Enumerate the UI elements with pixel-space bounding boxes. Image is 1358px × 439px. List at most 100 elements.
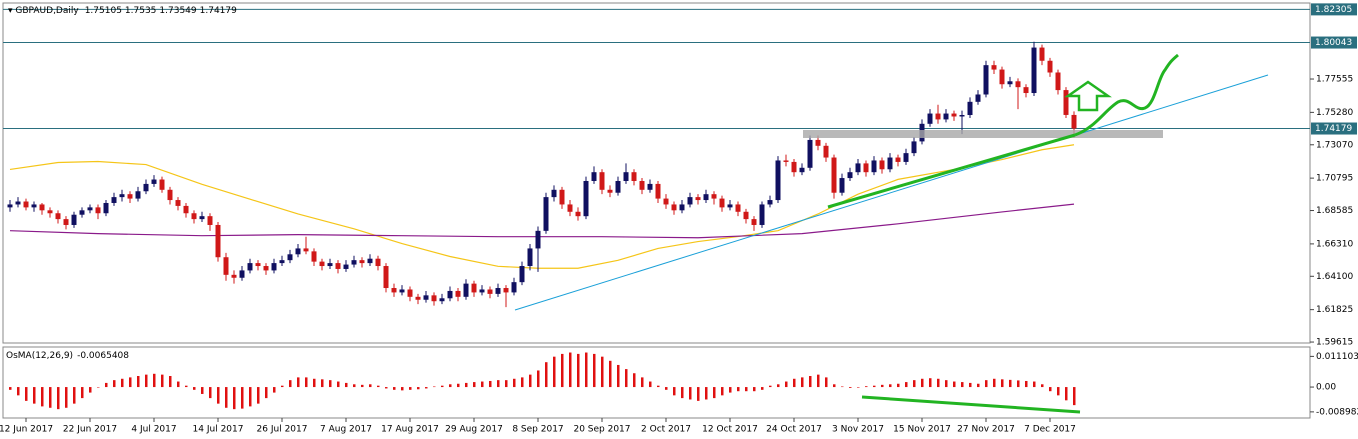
- candle-body: [223, 257, 229, 275]
- candle-body: [271, 263, 277, 271]
- osma-bar: [417, 387, 420, 390]
- osma-bar: [273, 387, 276, 393]
- osma-bar: [441, 385, 444, 388]
- osma-bar: [809, 376, 812, 388]
- candle-body: [31, 204, 37, 208]
- osma-bar: [729, 387, 732, 393]
- candle-body: [495, 288, 501, 294]
- osma-bar: [1049, 387, 1052, 392]
- osma-bar: [385, 387, 388, 389]
- candle-body: [1063, 90, 1069, 115]
- candle-body: [287, 254, 293, 261]
- indicator-tick-label: 0.00: [1316, 383, 1336, 393]
- x-tick-label: 12 Jun 2017: [0, 425, 53, 435]
- osma-bar: [401, 387, 404, 391]
- candle-body: [983, 65, 989, 95]
- osma-bar: [569, 352, 572, 388]
- candle-body: [119, 194, 125, 198]
- indicator-header: OsMA(12,26,9) -0.0065408: [6, 351, 129, 361]
- x-tick-label: 2 Oct 2017: [641, 425, 691, 435]
- osma-bar: [113, 380, 116, 388]
- candle-body: [439, 298, 445, 302]
- x-tick-label: 22 Jun 2017: [63, 425, 117, 435]
- candle-body: [247, 263, 253, 271]
- candle-body: [671, 204, 677, 211]
- osma-bar: [313, 378, 316, 388]
- support-zone: [803, 130, 1163, 138]
- osma-bar: [785, 381, 788, 388]
- candle-body: [623, 172, 629, 181]
- osma-bar: [41, 387, 44, 407]
- candle-body: [575, 211, 581, 217]
- osma-bar: [601, 356, 604, 388]
- x-tick-label: 4 Jul 2017: [131, 425, 176, 435]
- candle-body: [855, 163, 861, 173]
- candle-body: [335, 263, 341, 269]
- candle-body: [703, 194, 709, 201]
- osma-bar: [473, 382, 476, 388]
- osma-bar: [193, 387, 196, 390]
- osma-bar: [521, 377, 524, 388]
- candle-body: [391, 288, 397, 293]
- osma-bar: [73, 387, 76, 404]
- divergence-line: [861, 395, 1081, 414]
- level-box: 1.82305: [1311, 3, 1357, 16]
- osma-bar: [881, 384, 884, 388]
- candle-body: [111, 197, 117, 203]
- osma-bar: [433, 386, 436, 388]
- candle-body: [407, 289, 413, 297]
- y-tick-label: 1.66310: [1316, 239, 1353, 249]
- candle-body: [207, 216, 213, 225]
- candle-body: [943, 113, 949, 120]
- candle-body: [63, 219, 69, 225]
- level-box: 1.74179: [1311, 122, 1357, 135]
- x-tick-label: 15 Nov 2017: [893, 425, 951, 435]
- osma-bar: [393, 387, 396, 390]
- candle-body: [663, 198, 669, 205]
- osma-bar: [297, 377, 300, 388]
- osma-bar: [377, 385, 380, 388]
- candle-body: [503, 288, 509, 293]
- osma-bar: [817, 374, 820, 388]
- candle-body: [655, 183, 661, 199]
- osma-bar: [233, 387, 236, 410]
- indicator-tick-label: -0.008982: [1316, 407, 1358, 417]
- osma-bar: [945, 380, 948, 388]
- candle-body: [847, 172, 853, 179]
- osma-bar: [937, 378, 940, 388]
- osma-bar: [801, 377, 804, 388]
- candle-body: [199, 216, 205, 220]
- candle-body: [143, 183, 149, 192]
- green-trendline: [827, 133, 1076, 209]
- osma-bar: [633, 373, 636, 388]
- osma-bar: [537, 370, 540, 388]
- candle-body: [807, 139, 813, 168]
- osma-bar: [609, 360, 612, 388]
- x-tick-label: 14 Jul 2017: [193, 425, 244, 435]
- osma-bar: [425, 387, 428, 389]
- candle-body: [255, 263, 261, 267]
- candle-body: [879, 160, 885, 170]
- candle-body: [895, 157, 901, 162]
- osma-bar: [369, 384, 372, 388]
- y-tick-label: 1.68585: [1316, 206, 1353, 216]
- candle-body: [551, 189, 557, 198]
- osma-bar: [889, 384, 892, 388]
- osma-bar: [1001, 379, 1004, 388]
- osma-bar: [793, 378, 796, 388]
- candle-body: [959, 115, 965, 117]
- candle-body: [423, 295, 429, 300]
- osma-bar: [929, 378, 932, 388]
- candle-body: [231, 274, 237, 278]
- osma-bar: [137, 376, 140, 388]
- candle-body: [103, 202, 109, 214]
- candle-body: [479, 289, 485, 293]
- x-tick-label: 24 Oct 2017: [766, 425, 822, 435]
- osma-bar: [513, 378, 516, 388]
- osma-bar: [9, 387, 12, 390]
- osma-bar: [361, 384, 364, 388]
- osma-bar: [353, 384, 356, 388]
- candle-body: [239, 270, 245, 278]
- osma-bar: [49, 387, 52, 408]
- candle-body: [935, 113, 941, 120]
